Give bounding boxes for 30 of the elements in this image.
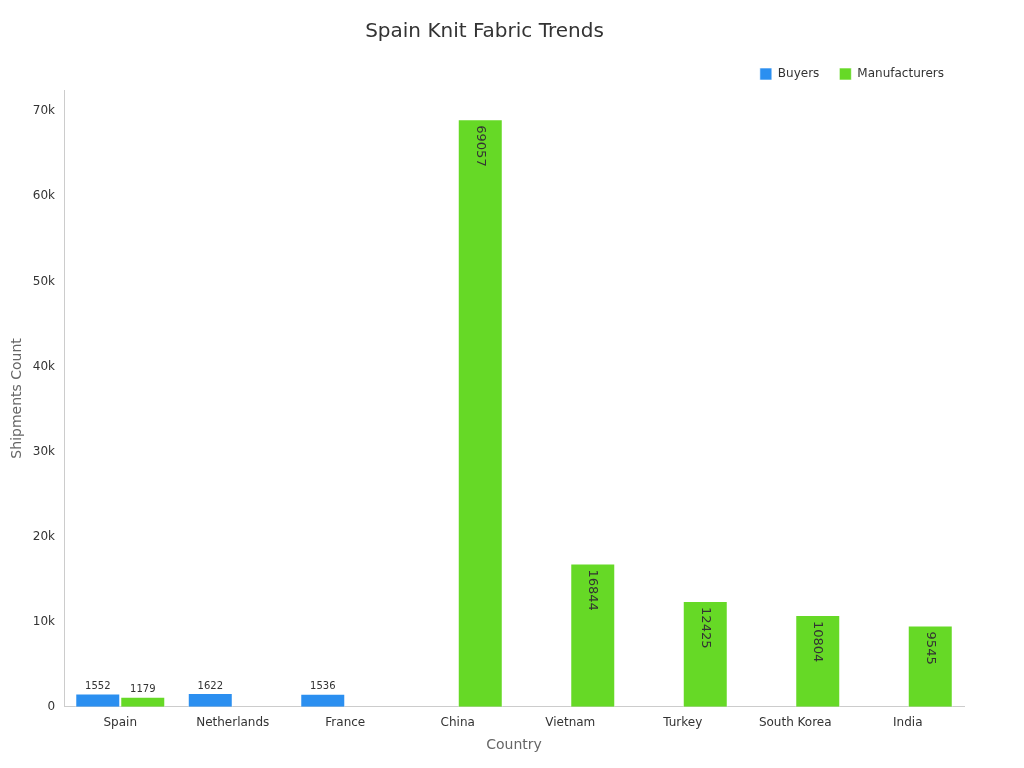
data-label: 1622: [197, 679, 223, 691]
x-tick-label: Netherlands: [196, 715, 270, 730]
legend-label: Manufacturers: [857, 66, 945, 81]
data-label: 1552: [85, 680, 111, 692]
x-tick-label: Turkey: [662, 715, 703, 730]
y-tick-label: 10k: [32, 613, 56, 628]
data-label: 1179: [130, 683, 156, 695]
data-label: 9545: [923, 631, 939, 665]
x-tick-label: South Korea: [758, 715, 832, 730]
y-axis-title: Shipments Count: [8, 337, 25, 459]
y-tick-label: 60k: [32, 188, 56, 203]
data-label: 10804: [811, 620, 827, 663]
legend-label: Buyers: [777, 66, 820, 81]
data-label: 16844: [586, 569, 602, 611]
y-tick-label: 30k: [32, 443, 56, 458]
data-label: 12425: [698, 607, 714, 649]
x-tick-label: China: [440, 715, 475, 730]
chart-title: Spain Knit Fabric Trends: [365, 18, 604, 43]
data-label: 69057: [473, 125, 489, 167]
y-tick-label: 70k: [32, 103, 56, 118]
x-tick-label: India: [893, 715, 923, 730]
y-tick-label: 20k: [32, 528, 56, 543]
y-tick-label: 40k: [32, 358, 56, 373]
x-tick-label: Spain: [103, 715, 138, 730]
x-axis-title: Country: [486, 736, 542, 753]
x-tick-label: France: [325, 715, 366, 730]
x-tick-label: Vietnam: [545, 715, 596, 730]
y-tick-label: 50k: [32, 273, 56, 288]
y-tick-label: 0: [47, 698, 56, 713]
data-label: 1536: [310, 680, 336, 692]
